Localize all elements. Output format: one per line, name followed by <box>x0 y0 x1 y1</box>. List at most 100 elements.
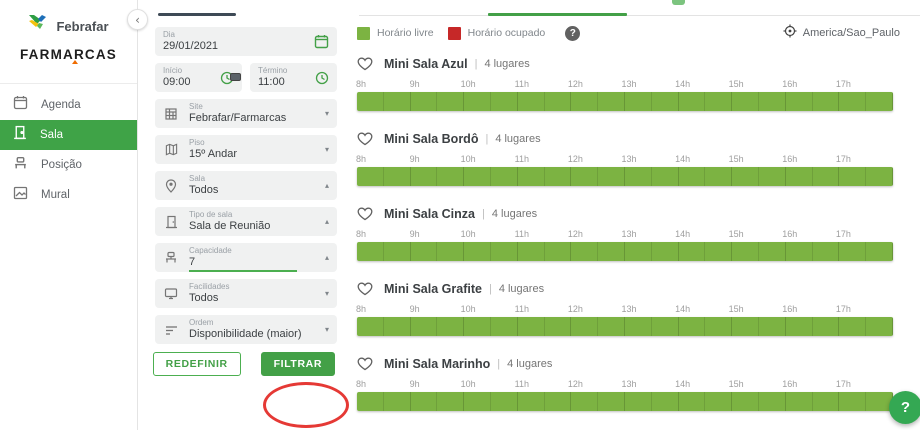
time-slot[interactable] <box>785 242 813 261</box>
help-icon[interactable]: ? <box>565 25 581 41</box>
time-slot[interactable] <box>839 317 867 336</box>
time-slot[interactable] <box>812 392 840 411</box>
favorite-heart-icon[interactable] <box>357 57 373 71</box>
time-slot[interactable] <box>357 167 384 186</box>
time-slot[interactable] <box>866 242 893 261</box>
floor-select[interactable]: Piso 15º Andar ▾ <box>155 135 337 164</box>
time-slot[interactable] <box>437 92 465 111</box>
time-slot[interactable] <box>544 242 572 261</box>
time-slot[interactable] <box>732 92 759 111</box>
availability-bar[interactable] <box>357 392 893 411</box>
time-slot[interactable] <box>678 92 706 111</box>
time-slot[interactable] <box>357 392 384 411</box>
help-fab[interactable]: ? <box>889 391 920 424</box>
sidebar-item-agenda[interactable]: Agenda <box>0 90 137 120</box>
favorite-heart-icon[interactable] <box>357 357 373 371</box>
sort-order-select[interactable]: Ordem Disponibilidade (maior) ▾ <box>155 315 337 344</box>
sidebar-item-posicao[interactable]: Posição <box>0 150 137 180</box>
time-slot[interactable] <box>839 392 867 411</box>
time-slot[interactable] <box>383 392 411 411</box>
sidebar-item-sala[interactable]: Sala <box>0 120 137 150</box>
availability-bar[interactable] <box>357 92 893 111</box>
time-slot[interactable] <box>571 392 599 411</box>
time-slot[interactable] <box>839 242 867 261</box>
calendar-icon[interactable] <box>314 34 329 49</box>
time-slot[interactable] <box>571 242 599 261</box>
time-slot[interactable] <box>383 167 411 186</box>
time-slot[interactable] <box>839 92 867 111</box>
time-slot[interactable] <box>866 92 893 111</box>
time-slot[interactable] <box>785 92 813 111</box>
time-slot[interactable] <box>758 92 786 111</box>
time-slot[interactable] <box>598 242 625 261</box>
time-slot[interactable] <box>464 92 491 111</box>
time-slot[interactable] <box>464 167 491 186</box>
time-slot[interactable] <box>517 242 545 261</box>
time-slot[interactable] <box>732 167 759 186</box>
time-slot[interactable] <box>357 317 384 336</box>
time-slot[interactable] <box>490 242 518 261</box>
time-slot[interactable] <box>517 317 545 336</box>
time-slot[interactable] <box>785 392 813 411</box>
time-slot[interactable] <box>357 242 384 261</box>
room-select[interactable]: Sala Todos ▴ <box>155 171 337 200</box>
favorite-heart-icon[interactable] <box>357 132 373 146</box>
time-slot[interactable] <box>678 167 706 186</box>
time-slot[interactable] <box>732 242 759 261</box>
time-slot[interactable] <box>651 242 679 261</box>
time-slot[interactable] <box>490 167 518 186</box>
time-slot[interactable] <box>598 167 625 186</box>
time-slot[interactable] <box>624 92 652 111</box>
time-slot[interactable] <box>812 242 840 261</box>
time-slot[interactable] <box>758 242 786 261</box>
time-slot[interactable] <box>624 242 652 261</box>
time-slot[interactable] <box>517 167 545 186</box>
time-slot[interactable] <box>812 167 840 186</box>
time-slot[interactable] <box>383 317 411 336</box>
collapse-panel-button[interactable]: ‹ <box>127 9 148 30</box>
time-slot[interactable] <box>624 317 652 336</box>
time-slot[interactable] <box>651 92 679 111</box>
time-slot[interactable] <box>544 92 572 111</box>
time-slot[interactable] <box>624 167 652 186</box>
time-slot[interactable] <box>437 242 465 261</box>
time-slot[interactable] <box>812 317 840 336</box>
clock-icon[interactable] <box>220 71 241 85</box>
room-type-select[interactable]: Tipo de sala Sala de Reunião ▴ <box>155 207 337 236</box>
time-slot[interactable] <box>732 317 759 336</box>
time-slot[interactable] <box>464 242 491 261</box>
time-slot[interactable] <box>437 392 465 411</box>
site-select[interactable]: Site Febrafar/Farmarcas ▾ <box>155 99 337 128</box>
favorite-heart-icon[interactable] <box>357 282 373 296</box>
time-slot[interactable] <box>544 317 572 336</box>
time-slot[interactable] <box>758 317 786 336</box>
sidebar-item-mural[interactable]: Mural <box>0 180 137 210</box>
time-slot[interactable] <box>678 317 706 336</box>
time-slot[interactable] <box>651 392 679 411</box>
time-slot[interactable] <box>705 92 733 111</box>
time-slot[interactable] <box>678 242 706 261</box>
time-slot[interactable] <box>732 392 759 411</box>
time-slot[interactable] <box>437 167 465 186</box>
time-slot[interactable] <box>705 392 733 411</box>
time-slot[interactable] <box>464 392 491 411</box>
redefinir-button[interactable]: REDEFINIR <box>152 352 241 376</box>
time-slot[interactable] <box>571 317 599 336</box>
time-slot[interactable] <box>651 317 679 336</box>
availability-bar[interactable] <box>357 167 893 186</box>
filtrar-button[interactable]: FILTRAR <box>260 352 335 376</box>
time-slot[interactable] <box>410 242 438 261</box>
facilities-select[interactable]: Facilidades Todos ▾ <box>155 279 337 308</box>
time-slot[interactable] <box>464 317 491 336</box>
capacity-field[interactable]: Capacidade 7 ▴ <box>155 243 337 272</box>
time-slot[interactable] <box>544 167 572 186</box>
time-slot[interactable] <box>624 392 652 411</box>
time-slot[interactable] <box>839 167 867 186</box>
date-field[interactable]: Dia 29/01/2021 <box>155 27 337 56</box>
time-slot[interactable] <box>785 317 813 336</box>
time-slot[interactable] <box>705 317 733 336</box>
time-slot[interactable] <box>598 392 625 411</box>
time-slot[interactable] <box>812 92 840 111</box>
time-slot[interactable] <box>598 317 625 336</box>
time-slot[interactable] <box>410 167 438 186</box>
